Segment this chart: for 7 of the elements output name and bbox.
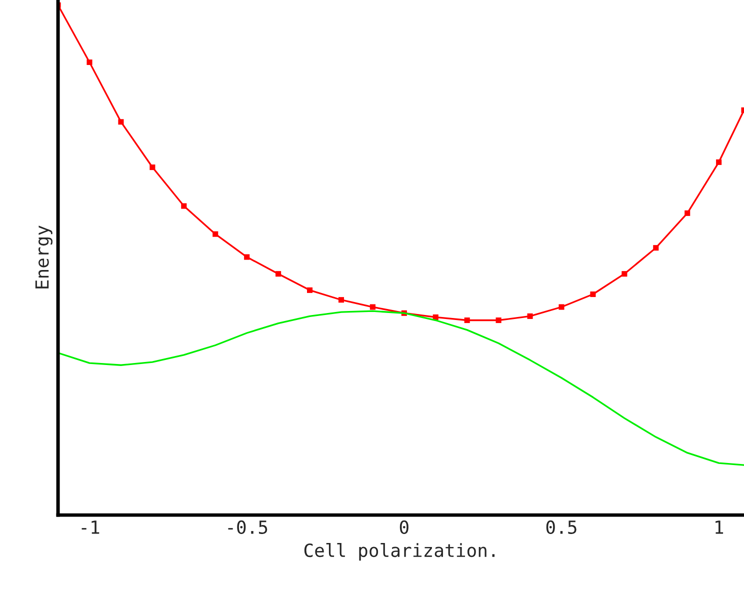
x-axis-title: Cell polarization. xyxy=(304,543,495,561)
x-tick-label: 0 xyxy=(400,520,408,534)
x-tick-label: -1 xyxy=(82,520,100,534)
y-axis-title: Energy xyxy=(35,226,52,288)
x-tick-label: -0.5 xyxy=(228,520,268,534)
x-tick-label: 1 xyxy=(716,520,724,534)
x-tick-label: 0.5 xyxy=(546,520,576,534)
